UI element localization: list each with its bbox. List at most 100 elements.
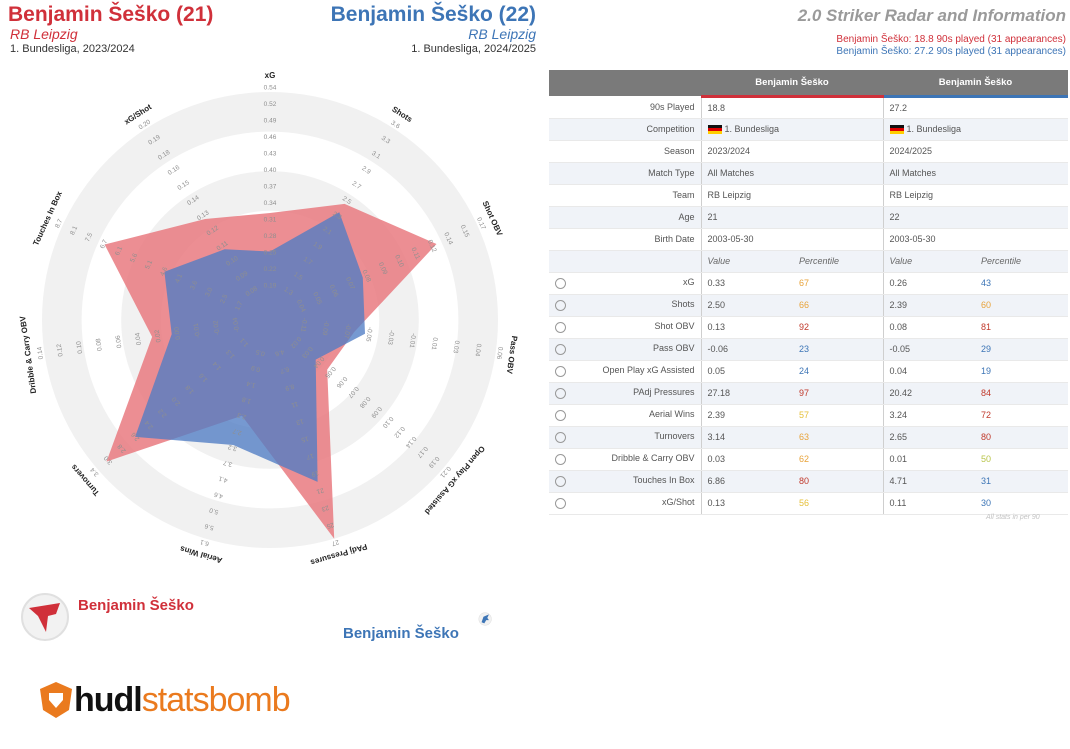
- radar-tick-label: 2.1: [321, 226, 333, 237]
- info-label: Season: [549, 140, 702, 163]
- brand-hudl: hudl: [74, 681, 143, 719]
- radar-tick-label: 0.25: [264, 250, 277, 257]
- radar-tick-label: 0.10: [75, 340, 84, 354]
- radar-tick-label: 0.07: [344, 276, 356, 291]
- radar-tick-label: 8.9: [284, 382, 295, 391]
- radar-tick-label: 2.3: [331, 210, 343, 221]
- info-value-player1: 1. Bundesliga: [701, 118, 884, 141]
- radar-tick-label: 1.6: [198, 371, 209, 383]
- table-header-player2: Benjamin Šeško: [883, 70, 1068, 98]
- radar-tick-label: 27: [331, 538, 340, 547]
- radar-tick-label: 2.5: [219, 293, 229, 304]
- radar-tick-label: 1.8: [241, 395, 252, 404]
- metric-percentile-player2: 84: [975, 382, 1068, 405]
- metric-value-player1: 2.39: [701, 404, 793, 427]
- radar-axis-label: Pass OBV: [505, 335, 519, 375]
- percentile-header-player1: Percentile: [793, 250, 884, 273]
- table-row: Season 2023/2024 2024/2025: [549, 140, 1068, 163]
- radar-tick-label: 2.9: [360, 165, 372, 176]
- radar-tick-label: 1.3: [225, 348, 236, 360]
- radar-tick-label: 0.05: [311, 291, 323, 306]
- metric-icon: [555, 278, 566, 289]
- radar-tick-label: 0.40: [264, 167, 277, 174]
- radar-tick-label: 8.1: [69, 225, 79, 236]
- radar-tick-label: 0.15: [459, 224, 471, 239]
- metric-icon: [555, 476, 566, 487]
- info-label: Competition: [549, 118, 702, 141]
- metric-percentile-player2: 31: [975, 470, 1068, 493]
- radar-axis-label: xG: [265, 71, 276, 80]
- radar-tick-label: 8.7: [54, 218, 64, 229]
- info-label: 90s Played: [549, 96, 702, 119]
- radar-tick-label: 0.19: [264, 283, 277, 290]
- radar-tick-label: 0.34: [264, 200, 277, 207]
- metric-label: Pass OBV: [549, 338, 702, 361]
- table-row: Competition 1. Bundesliga 1. Bundesliga: [549, 118, 1068, 141]
- metric-value-player2: 2.65: [883, 426, 975, 449]
- radar-tick-label: 3.3: [380, 135, 392, 146]
- radar-tick-label: 5.1: [144, 259, 154, 270]
- metric-value-player1: 0.13: [701, 492, 793, 515]
- radar-tick-label: 5.6: [204, 522, 215, 531]
- metric-percentile-player1: 63: [793, 426, 884, 449]
- metric-icon: [555, 410, 566, 421]
- radar-tick-label: -0.05: [364, 326, 373, 342]
- radar-tick-label: 1.7: [234, 300, 244, 311]
- metric-percentile-player1: 24: [793, 360, 884, 383]
- metric-percentile-player1: 67: [793, 272, 884, 295]
- germany-flag-icon: [889, 125, 904, 135]
- radar-tick-label: 0.49: [264, 118, 277, 125]
- info-value-player1: 2023/2024: [701, 140, 884, 163]
- player2-team: RB Leipzig: [468, 26, 536, 42]
- radar-tick-label: 1.4: [211, 360, 222, 372]
- info-value-player2: 22: [883, 206, 1068, 229]
- table-row: Age 21 22: [549, 206, 1068, 229]
- metric-percentile-player1: 62: [793, 448, 884, 471]
- radar-tick-label: -0.11: [299, 317, 308, 333]
- metric-value-player2: 0.08: [883, 316, 975, 339]
- radar-tick-label: 0.28: [264, 233, 277, 240]
- radar-tick-label: 23: [320, 504, 329, 513]
- radar-tick-label: 25: [325, 521, 334, 530]
- radar-tick-label: 0.06: [495, 346, 504, 360]
- metric-label: Turnovers: [549, 426, 702, 449]
- radar-tick-label: 1.4: [245, 379, 256, 388]
- radar-tick-label: 0.09: [377, 261, 389, 276]
- info-label: Team: [549, 184, 702, 207]
- metric-value-player2: 0.04: [883, 360, 975, 383]
- hudl-shield-icon: [40, 682, 72, 718]
- radar-tick-label: 0.17: [475, 216, 487, 231]
- radar-tick-label: 0.04: [473, 343, 482, 357]
- radar-tick-label: 0.10: [393, 254, 405, 269]
- radar-tick-label: 2.7: [232, 427, 243, 436]
- metric-icon: [555, 498, 566, 509]
- radar-tick-label: -0.04: [232, 317, 241, 333]
- radar-tick-label: 0.03: [451, 340, 460, 354]
- info-value-player1: All Matches: [701, 162, 884, 185]
- germany-flag-icon: [707, 125, 722, 135]
- table-row: xG 0.33 67 0.26 43: [549, 272, 1068, 295]
- radar-tick-label: 11: [290, 400, 299, 409]
- metric-value-player2: -0.05: [883, 338, 975, 361]
- player2-legend-label: Benjamin Šeško: [343, 625, 459, 642]
- radar-tick-label: 0.12: [426, 239, 438, 254]
- radar-tick-label: 0.01: [430, 337, 439, 351]
- radar-tick-label: 3.0: [204, 286, 214, 297]
- metric-value-player1: 0.13: [701, 316, 793, 339]
- metric-value-player1: 6.86: [701, 470, 793, 493]
- percentile-header-player2: Percentile: [975, 250, 1068, 273]
- radar-tick-label: 0.08: [360, 269, 372, 284]
- radar-series-player2: [135, 212, 365, 482]
- info-value-player1: 18.8: [701, 96, 884, 119]
- metric-label: Touches In Box: [549, 470, 702, 493]
- info-value-player2: 1. Bundesliga: [883, 118, 1068, 141]
- info-value-player1: 2003-05-30: [701, 228, 884, 251]
- info-value-player2: RB Leipzig: [883, 184, 1068, 207]
- radar-tick-label: 0.04: [134, 332, 143, 346]
- metric-percentile-player1: 92: [793, 316, 884, 339]
- radar-tick-label: 6.1: [199, 538, 210, 547]
- radar-tick-label: 0.22: [264, 266, 277, 273]
- hudl-statsbomb-logo: hudlstatsbomb: [38, 680, 291, 720]
- metric-label: xG/Shot: [549, 492, 702, 515]
- radar-tick-label: 1.9: [312, 241, 324, 252]
